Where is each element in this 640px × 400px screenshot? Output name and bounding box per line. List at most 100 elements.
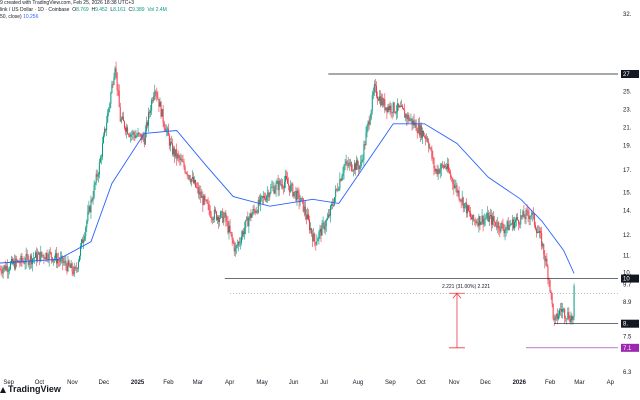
candle-body xyxy=(43,255,45,259)
candle-body xyxy=(384,99,386,111)
candle-body xyxy=(369,118,371,125)
candle-body xyxy=(463,203,465,209)
candle-body xyxy=(66,265,68,272)
candle-body xyxy=(447,163,449,169)
candle-body xyxy=(405,114,407,118)
candle-body xyxy=(304,206,306,215)
candle-body xyxy=(159,102,161,107)
candle-body xyxy=(191,176,193,179)
candle-body xyxy=(154,91,156,96)
candle-body xyxy=(177,154,179,159)
candle-body xyxy=(386,107,388,113)
candle-body xyxy=(207,203,209,205)
candle-body xyxy=(344,164,346,166)
candle-body xyxy=(397,103,399,108)
candle-body xyxy=(218,216,220,222)
candle-body xyxy=(428,141,430,148)
x-tick-label: Dec xyxy=(480,380,491,386)
ohlc-low-value: 8.161 xyxy=(113,7,126,13)
candle-body xyxy=(235,245,237,248)
candle-body xyxy=(77,261,79,269)
candle-body xyxy=(90,199,92,213)
candle-body xyxy=(143,138,145,145)
candle-body xyxy=(498,222,500,230)
candle-body xyxy=(0,268,2,272)
candle-body xyxy=(412,120,414,125)
candle-body xyxy=(55,253,57,264)
candle-body xyxy=(230,231,232,235)
candle-body xyxy=(209,210,211,217)
candle-body xyxy=(54,253,56,259)
candle-body xyxy=(433,158,435,169)
candle-body xyxy=(535,228,537,233)
candle-body xyxy=(227,221,229,233)
indicator-row[interactable]: 50, close) 10.256 xyxy=(0,14,600,21)
candle-body xyxy=(176,149,178,159)
candle-body xyxy=(306,214,308,220)
candle-body xyxy=(225,212,227,222)
candle-body xyxy=(119,107,121,122)
x-tick-label: Jul xyxy=(320,380,328,386)
candle-body xyxy=(367,121,369,127)
candle-body xyxy=(167,128,169,136)
ohlc-close-value: 9.389 xyxy=(132,7,145,13)
candle-body xyxy=(251,213,253,218)
candle-body xyxy=(545,258,547,262)
candle-body xyxy=(196,187,198,188)
candle-body xyxy=(372,92,374,96)
candle-body xyxy=(292,183,294,197)
candle-body xyxy=(173,148,175,155)
candle-body xyxy=(244,228,246,235)
candle-body xyxy=(543,243,545,255)
x-tick-label: Ap xyxy=(607,380,615,386)
candle-body xyxy=(186,172,188,176)
candle-body xyxy=(275,183,277,190)
candle-body xyxy=(388,106,390,111)
candle-body xyxy=(488,216,490,222)
candle-body xyxy=(343,165,345,173)
candle-body xyxy=(326,217,328,220)
candle-body xyxy=(112,84,114,85)
candle-body xyxy=(382,97,384,106)
symbol-name[interactable]: link / US Dollar · 1D · Coinbase xyxy=(0,7,70,13)
candle-body xyxy=(565,317,567,319)
candle-body xyxy=(312,233,314,242)
candle-body xyxy=(471,216,473,220)
candle-body xyxy=(130,134,132,137)
candle-body xyxy=(419,125,421,136)
candle-body xyxy=(539,230,541,233)
candle-body xyxy=(561,309,563,312)
candle-body xyxy=(287,178,289,184)
candle-body xyxy=(71,263,73,272)
candle-body xyxy=(327,214,329,218)
candle-body xyxy=(363,144,365,160)
candle-body xyxy=(527,210,529,216)
candle-body xyxy=(206,199,208,204)
candle-body xyxy=(3,265,5,269)
candle-body xyxy=(324,226,326,230)
candle-body xyxy=(111,84,113,94)
candle-body xyxy=(160,102,162,117)
candle-body xyxy=(258,199,260,205)
candle-body xyxy=(562,309,564,312)
candle-body xyxy=(131,134,133,135)
candle-body xyxy=(217,216,219,220)
sma-value: 10.256 xyxy=(23,14,39,20)
candle-body xyxy=(149,112,151,113)
candle-body xyxy=(319,228,321,233)
candle-body xyxy=(282,187,284,189)
candle-body xyxy=(126,127,128,132)
candle-body xyxy=(380,96,382,106)
candle-body xyxy=(199,191,201,195)
candle-body xyxy=(42,255,44,256)
x-tick-label: Feb xyxy=(163,380,174,386)
candle-body xyxy=(394,112,396,113)
candle-body xyxy=(172,143,174,155)
candle-body xyxy=(480,222,482,225)
candle-body xyxy=(552,303,554,319)
candle-body xyxy=(187,175,189,176)
candle-body xyxy=(303,206,305,212)
candle-body xyxy=(38,252,40,255)
candle-body xyxy=(549,280,551,292)
